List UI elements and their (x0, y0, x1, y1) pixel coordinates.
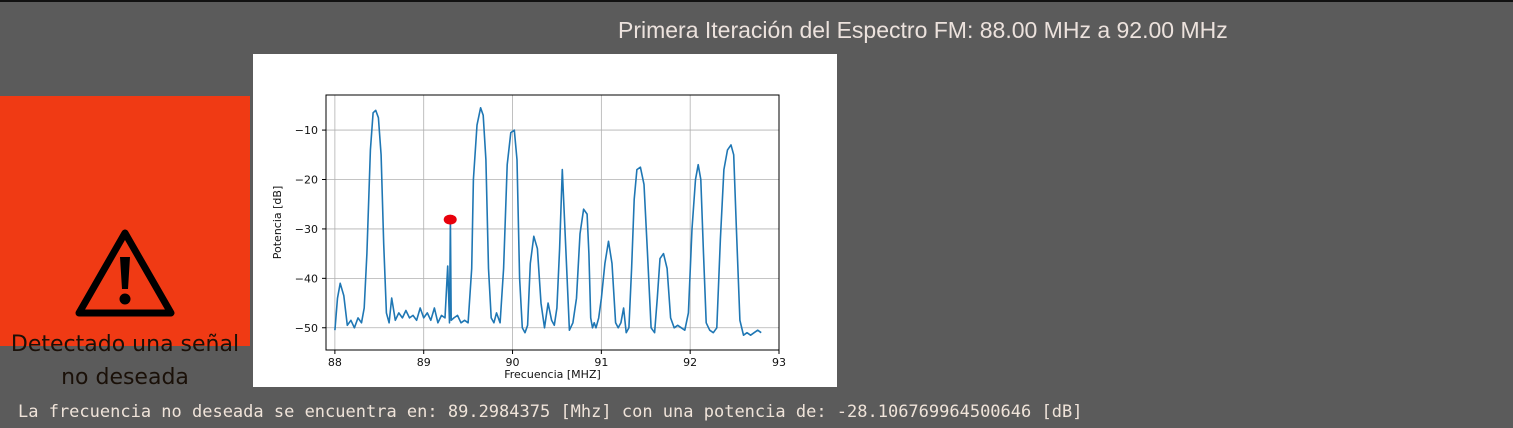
y-tick-label: −10 (295, 124, 318, 137)
x-tick-label: 91 (594, 356, 608, 369)
spectrum-line (334, 106, 762, 337)
unwanted-signal-marker (443, 214, 457, 225)
plot-frame (325, 94, 780, 351)
alert-line-1: Detectado una señal (10, 332, 240, 357)
x-tick-label: 88 (328, 356, 342, 369)
alert-panel: Detectado una señal no deseada (0, 96, 250, 390)
alert-message: Detectado una señal no deseada (0, 328, 250, 394)
spectrum-chart: 88 89 90 91 92 93 −10 −20 −30 −40 −50 Frecuencia [M… (253, 54, 837, 387)
warning-icon (75, 229, 175, 317)
page-title: Primera Iteración del Espectro FM: 88.00… (618, 17, 1228, 43)
result-text: La frecuencia no deseada se encuentra en… (18, 402, 1083, 422)
y-tick-label: −20 (295, 174, 318, 187)
x-tick-label: 93 (772, 356, 786, 369)
x-tick-label: 92 (683, 356, 697, 369)
x-tick-label: 89 (417, 356, 431, 369)
alert-line-2: no deseada (61, 365, 189, 390)
chart-svg: 88 89 90 91 92 93 −10 −20 −30 −40 −50 Frecuencia [M… (271, 94, 786, 381)
y-axis-label: Potencia [dB] (271, 186, 284, 259)
y-tick-label: −40 (295, 272, 318, 285)
y-tick-label: −50 (295, 322, 318, 335)
x-axis-label: Frecuencia [MHZ] (504, 368, 601, 381)
x-tick-label: 90 (506, 356, 520, 369)
top-border (0, 0, 1513, 2)
y-tick-label: −30 (295, 223, 318, 236)
